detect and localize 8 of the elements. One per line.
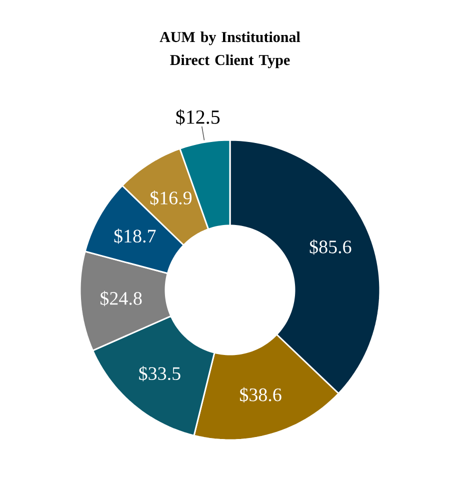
data-label: $33.5 [139, 366, 180, 382]
chart-title: AUM by Institutional Direct Client Type [160, 32, 300, 68]
data-label: $38.6 [240, 387, 282, 402]
data-label: $12.5 [176, 109, 220, 126]
data-label: $24.8 [100, 290, 142, 306]
data-label: $85.6 [310, 239, 352, 255]
data-label: $16.9 [150, 190, 192, 206]
data-label: $18.7 [114, 228, 156, 244]
